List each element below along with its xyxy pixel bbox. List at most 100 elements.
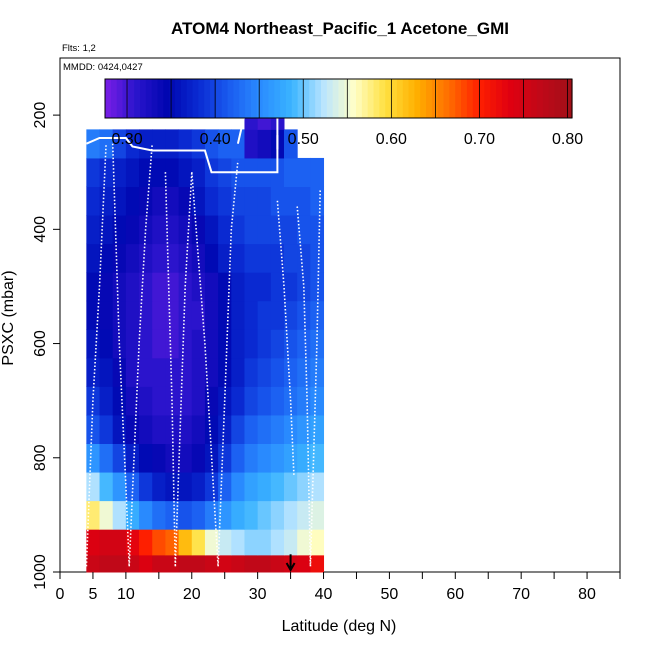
y-tick-label: 800 — [32, 444, 49, 471]
heatmap-cell — [244, 357, 259, 387]
x-tick-label: 20 — [183, 586, 201, 603]
colorbar-segment — [513, 79, 521, 118]
colorbar-segment — [326, 79, 334, 118]
heatmap-cell — [178, 215, 193, 245]
heatmap-cell — [191, 215, 206, 245]
colorbar-segment — [449, 79, 456, 118]
flight-profile — [191, 172, 219, 567]
heatmap-cell — [244, 300, 259, 330]
heatmap-cell — [165, 443, 180, 473]
heatmap-cell — [139, 129, 153, 159]
colorbar-tick-label: 0.50 — [288, 131, 319, 148]
heatmap-cell — [99, 500, 114, 530]
y-tick-label: 1000 — [32, 554, 49, 590]
heatmap-cell — [310, 186, 325, 216]
heatmap-cell — [231, 215, 245, 245]
heatmap-cell — [270, 300, 285, 330]
colorbar-segment — [122, 79, 129, 118]
heatmap-cell — [112, 414, 127, 444]
heatmap-cell — [297, 529, 311, 556]
heatmap-cell — [191, 300, 206, 330]
heatmap-cell — [244, 554, 259, 573]
heatmap-cell — [125, 443, 140, 473]
heatmap-cell — [125, 243, 140, 273]
heatmap-cell — [86, 157, 101, 187]
heatmap-cell — [204, 472, 219, 502]
heatmap-cell — [204, 443, 219, 473]
heatmap-cell — [310, 329, 325, 359]
heatmap-cell — [178, 357, 193, 387]
heatmap-cell — [86, 472, 101, 502]
heatmap-cell — [257, 243, 272, 273]
colorbar-segment — [291, 79, 299, 118]
heatmap-cell — [152, 500, 166, 530]
colorbar-segment — [175, 79, 182, 118]
heatmap-cell — [125, 186, 140, 216]
heatmap-cell — [165, 554, 180, 573]
heatmap-cell — [244, 386, 259, 416]
colorbar-segment — [472, 79, 480, 118]
colorbar-segment — [227, 79, 235, 118]
colorbar-segment — [268, 79, 275, 118]
heatmap-cell — [297, 357, 311, 387]
colorbar-segment — [420, 79, 427, 118]
heatmap-cell — [139, 472, 153, 502]
heatmap-cell — [270, 443, 285, 473]
colorbar-segment — [210, 79, 217, 118]
heatmap-cell — [231, 472, 245, 502]
heatmap-cell — [86, 186, 101, 216]
heatmap-cell — [310, 157, 325, 187]
heatmap-cell — [284, 272, 298, 302]
heatmap-cell — [125, 129, 140, 159]
colorbar-segment — [408, 79, 415, 118]
heatmap-cell — [165, 272, 180, 302]
heatmap-cell — [99, 414, 114, 444]
colorbar-segment — [239, 79, 246, 118]
flight-profile — [276, 200, 295, 475]
heatmap-cell — [86, 300, 101, 330]
heatmap-cell — [231, 554, 245, 573]
heatmap-cell — [165, 500, 180, 530]
colorbar-tick-label: 0.70 — [464, 131, 495, 148]
heatmap-cell — [178, 500, 193, 530]
colorbar-segment — [536, 79, 544, 118]
heatmap-cell — [125, 472, 140, 502]
heatmap-cell — [231, 414, 245, 444]
colorbar-segment — [490, 79, 497, 118]
heatmap-cell — [125, 357, 140, 387]
colorbar-segment — [519, 79, 526, 118]
heatmap-cell — [139, 157, 153, 187]
heatmap-cell — [99, 300, 114, 330]
heatmap-cell — [191, 529, 206, 556]
heatmap-cell — [204, 500, 219, 530]
heatmap-cell — [112, 529, 127, 556]
x-tick-label: 70 — [512, 586, 530, 603]
heatmap-cell — [165, 300, 180, 330]
heatmap-cell — [310, 443, 325, 473]
heatmap-cell — [297, 157, 311, 187]
colorbar-segment — [437, 79, 445, 118]
heatmap-cell — [218, 186, 232, 216]
heatmap-cell — [284, 215, 298, 245]
flight-profile — [217, 160, 239, 567]
heatmap-cell — [284, 414, 298, 444]
heatmap-cell — [231, 386, 245, 416]
latitude-arrow-head — [285, 562, 296, 573]
heatmap-cell — [310, 357, 325, 387]
heatmap-cell — [218, 129, 232, 159]
heatmap-cell — [218, 215, 232, 245]
colorbar-segment — [105, 79, 112, 118]
heatmap-cell — [310, 272, 325, 302]
heatmap-cell — [86, 243, 101, 273]
heatmap-cell — [99, 472, 114, 502]
flight-profile — [111, 143, 130, 567]
colorbar-segment — [391, 79, 398, 118]
colorbar: 0.30 0.40 0.50 0.60 0.70 0.80 — [104, 78, 583, 148]
heatmap-cell — [244, 414, 259, 444]
colorbar-segment — [501, 79, 509, 118]
colorbar-segment — [245, 79, 252, 118]
heatmap-cell — [297, 243, 311, 273]
heatmap-cell — [310, 529, 325, 556]
heatmap-cell — [178, 243, 193, 273]
